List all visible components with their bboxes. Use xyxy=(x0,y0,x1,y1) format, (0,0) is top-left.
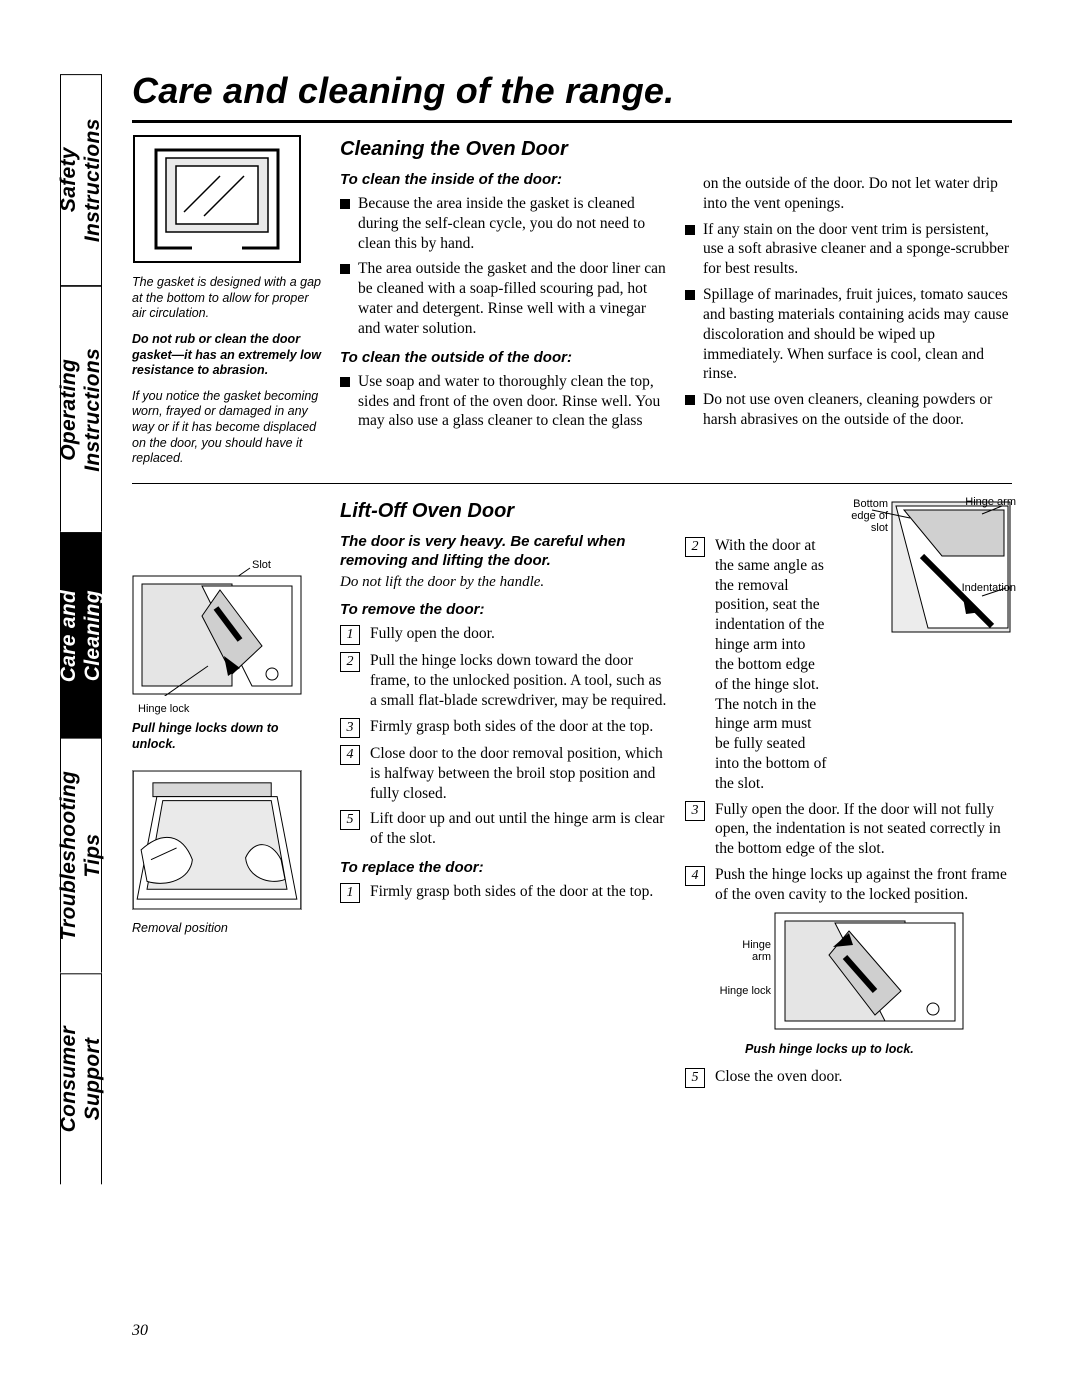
label-hinge-arm-2: Hinge arm xyxy=(723,939,771,963)
step-item: 1Firmly grasp both sides of the door at … xyxy=(340,882,667,903)
tab-consumer-support[interactable]: Consumer Support xyxy=(60,973,102,1184)
section-heading-liftoff: Lift-Off Oven Door xyxy=(340,500,667,523)
bullet-item: Use soap and water to thoroughly clean t… xyxy=(340,372,667,431)
hinge-lock-illustration-2: Hinge arm Hinge lock xyxy=(725,911,1012,1036)
bullet-icon xyxy=(685,395,695,405)
gasket-caption-1: The gasket is designed with a gap at the… xyxy=(132,275,322,322)
step-item: 5Close the oven door. xyxy=(685,1067,1012,1088)
handle-note: Do not lift the door by the handle. xyxy=(340,574,667,591)
removal-position-illustration xyxy=(132,770,302,910)
hinge-lock-label: Hinge lock xyxy=(138,703,322,715)
caption-removal: Removal position xyxy=(132,921,322,937)
step-item: 4Push the hinge locks up against the fro… xyxy=(685,865,1012,905)
label-indentation: Indentation xyxy=(962,582,1016,594)
continuation-text: on the outside of the door. Do not let w… xyxy=(703,174,1012,214)
label-hinge-lock-2: Hinge lock xyxy=(711,985,771,997)
gasket-caption-3: If you notice the gasket becoming worn, … xyxy=(132,389,322,467)
title-rule xyxy=(132,120,1012,123)
oven-door-gasket-illustration xyxy=(132,134,302,264)
bullet-icon xyxy=(685,225,695,235)
step-item: 3Firmly grasp both sides of the door at … xyxy=(340,717,667,738)
sub-heading-outside: To clean the outside of the door: xyxy=(340,349,667,366)
bullet-icon xyxy=(685,290,695,300)
hinge-seat-illustration: Bottom edge of slot Hinge arm Indentatio… xyxy=(832,496,1012,636)
page-number: 30 xyxy=(132,1322,148,1340)
section-heading-cleaning: Cleaning the Oven Door xyxy=(340,138,667,161)
heavy-door-warning: The door is very heavy. Be careful when … xyxy=(340,533,667,571)
caption-lock: Push hinge locks up to lock. xyxy=(745,1042,1012,1058)
page-title: Care and cleaning of the range. xyxy=(132,70,674,112)
bullet-icon xyxy=(340,377,350,387)
tab-operating[interactable]: Operating Instructions xyxy=(60,286,102,532)
bullet-item: Spillage of marinades, fruit juices, tom… xyxy=(685,285,1012,384)
bullet-item: Because the area inside the gasket is cl… xyxy=(340,194,667,253)
sub-heading-inside: To clean the inside of the door: xyxy=(340,171,667,188)
step-item: 5Lift door up and out until the hinge ar… xyxy=(340,809,667,849)
bullet-item: Do not use oven cleaners, cleaning powde… xyxy=(685,390,1012,430)
sub-heading-replace: To replace the door: xyxy=(340,859,667,876)
section-lift-off-door: Slot Hinge lock Pull hinge locks down to… xyxy=(132,496,1012,1095)
bullet-item: If any stain on the door vent trim is pe… xyxy=(685,220,1012,279)
bullet-icon xyxy=(340,199,350,209)
step-item: 1Fully open the door. xyxy=(340,624,667,645)
label-hinge-arm: Hinge arm xyxy=(965,496,1016,508)
hinge-unlock-illustration: Slot xyxy=(132,556,302,696)
tab-safety[interactable]: Safety Instructions xyxy=(60,74,102,286)
gasket-caption-2: Do not rub or clean the door gasket—it h… xyxy=(132,332,322,379)
step-item: 2Pull the hinge locks down toward the do… xyxy=(340,651,667,710)
step-item: 4Close door to the door removal position… xyxy=(340,744,667,803)
section-cleaning-door: The gasket is designed with a gap at the… xyxy=(132,134,1012,467)
side-tabs: Safety Instructions Operating Instructio… xyxy=(60,74,102,1184)
bullet-icon xyxy=(340,264,350,274)
tab-care-cleaning[interactable]: Care and Cleaning xyxy=(60,532,102,738)
svg-text:Slot: Slot xyxy=(252,559,271,571)
step-item: 3Fully open the door. If the door will n… xyxy=(685,800,1012,859)
section-divider xyxy=(132,483,1012,484)
bullet-item: The area outside the gasket and the door… xyxy=(340,259,667,338)
tab-troubleshooting[interactable]: Troubleshooting Tips xyxy=(60,738,102,973)
content-area: The gasket is designed with a gap at the… xyxy=(132,134,1012,1094)
caption-unlock: Pull hinge locks down to unlock. xyxy=(132,721,322,752)
manual-page: Safety Instructions Operating Instructio… xyxy=(60,60,1020,1340)
label-bottom-edge: Bottom edge of slot xyxy=(832,498,888,534)
sub-heading-remove: To remove the door: xyxy=(340,601,667,618)
